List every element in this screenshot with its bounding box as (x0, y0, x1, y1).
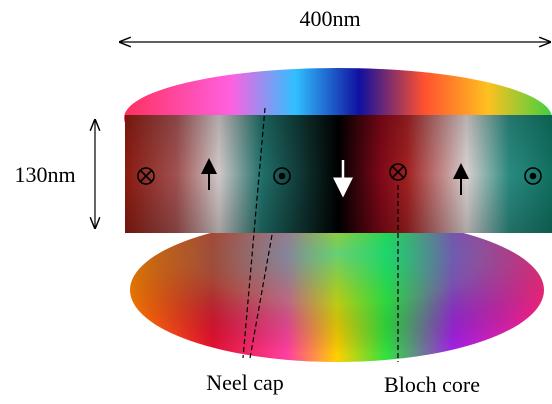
neel-cap-label: Neel cap (206, 370, 284, 395)
bottom-shade (130, 218, 544, 362)
width-label: 400nm (299, 6, 360, 31)
bloch-core-label: Bloch core (384, 372, 480, 397)
height-label: 130nm (14, 162, 75, 187)
cross-section-shade (125, 115, 552, 233)
figure: 400nm 130nm Neel cap Bloch core (0, 0, 552, 404)
page: 400nm 130nm Neel cap Bloch core (() => {… (0, 0, 552, 404)
